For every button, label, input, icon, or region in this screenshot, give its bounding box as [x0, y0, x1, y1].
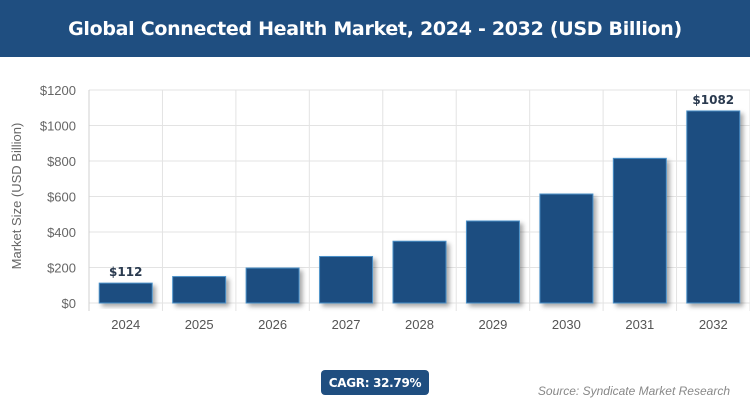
bar-2025 [172, 276, 227, 304]
x-tick-label: 2030 [552, 317, 581, 332]
x-tick-label: 2029 [478, 317, 507, 332]
bar-2029 [465, 220, 520, 304]
x-tick-label: 2025 [185, 317, 214, 332]
x-tick-label: 2024 [111, 317, 140, 332]
bar-2026 [245, 267, 300, 304]
data-label: $1082 [692, 93, 734, 107]
cagr-badge: CAGR: 32.79% [321, 370, 429, 395]
chart-title: Global Connected Health Market, 2024 - 2… [68, 17, 682, 40]
y-tick-label: $600 [47, 190, 76, 205]
y-tick-label: $1000 [40, 119, 76, 134]
data-label: $112 [109, 265, 142, 279]
bar-2027 [319, 255, 374, 304]
y-tick-label: $400 [47, 225, 76, 240]
y-tick-label: $200 [47, 261, 76, 276]
bar-2024 [98, 282, 153, 304]
x-tick-label: 2031 [625, 317, 654, 332]
y-tick-label: $800 [47, 154, 76, 169]
y-axis-label: Market Size (USD Billion) [9, 123, 24, 270]
x-tick-label: 2027 [332, 317, 361, 332]
title-banner: Global Connected Health Market, 2024 - 2… [0, 0, 750, 57]
source-note: Source: Syndicate Market Research [537, 384, 730, 398]
y-tick-label: $1200 [40, 83, 76, 98]
bar-2028 [392, 240, 447, 304]
y-tick-label: $0 [62, 296, 76, 311]
x-tick-label: 2026 [258, 317, 287, 332]
bar-2031 [612, 157, 667, 304]
bar-2030 [539, 193, 594, 304]
x-tick-label: 2032 [699, 317, 728, 332]
bar-2032 [686, 110, 741, 304]
x-tick-label: 2028 [405, 317, 434, 332]
